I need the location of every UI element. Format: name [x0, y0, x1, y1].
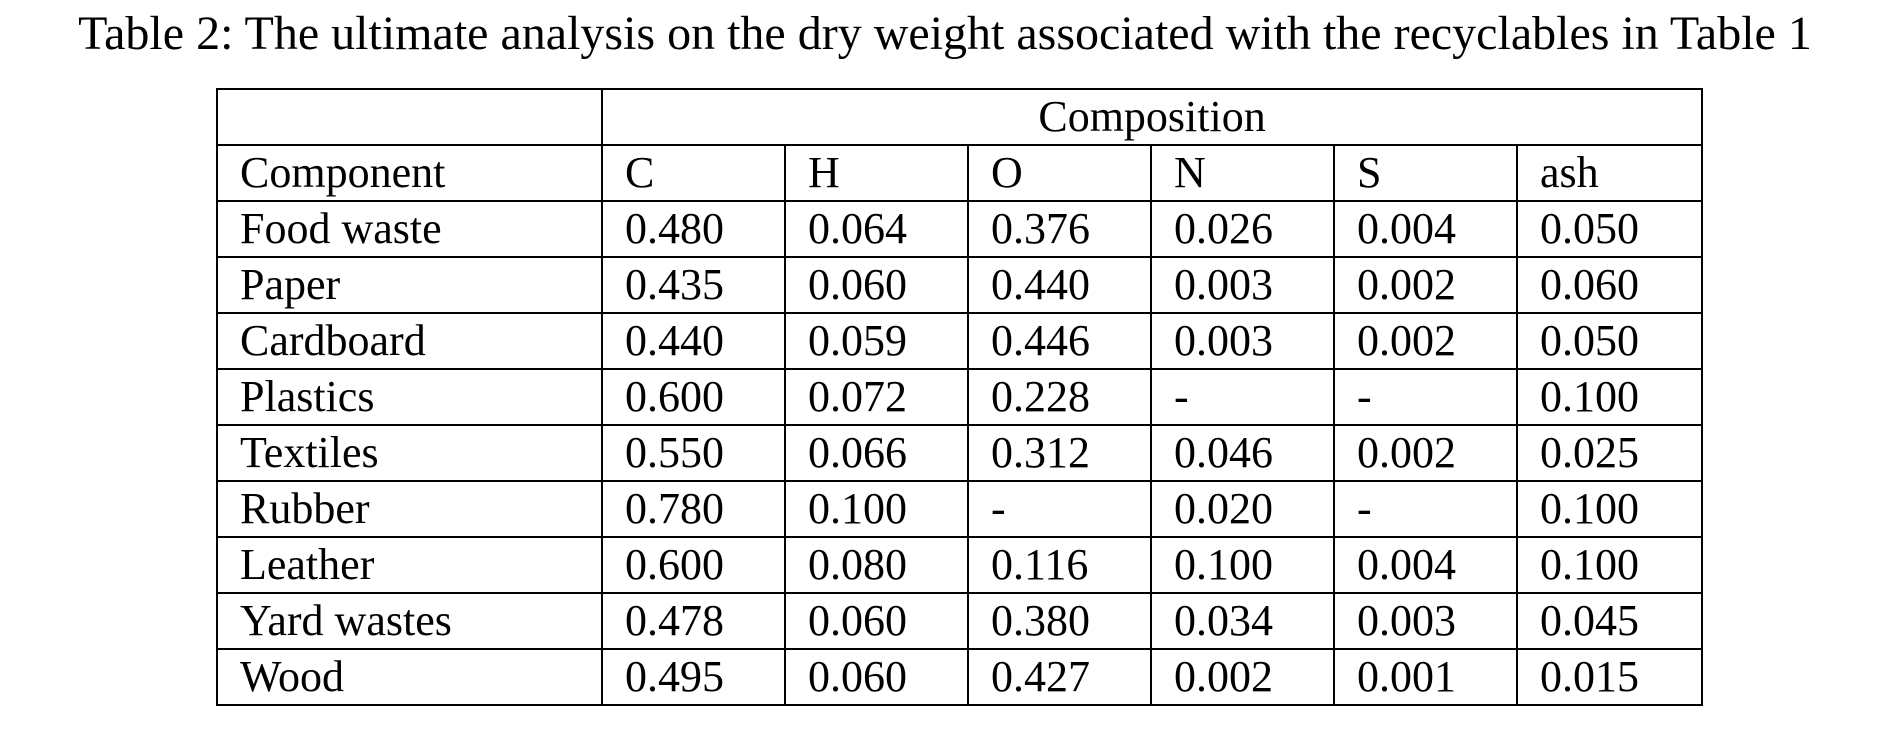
table-row: Paper 0.435 0.060 0.440 0.003 0.002 0.060	[216, 256, 1704, 314]
cell-h: 0.066	[784, 424, 969, 482]
cell-c: 0.550	[601, 424, 786, 482]
column-header-c: C	[601, 144, 786, 202]
cell-n: 0.020	[1150, 480, 1335, 538]
cell-component: Wood	[216, 648, 603, 706]
cell-s: -	[1333, 480, 1518, 538]
cell-h: 0.059	[784, 312, 969, 370]
cell-n: 0.003	[1150, 256, 1335, 314]
cell-ash: 0.045	[1515, 592, 1704, 650]
table-container: Composition Component C H O N S ash Food…	[216, 88, 1704, 706]
cell-component: Leather	[216, 536, 603, 594]
cell-ash: 0.050	[1515, 200, 1704, 258]
table-row: Cardboard 0.440 0.059 0.446 0.003 0.002 0.050	[216, 312, 1704, 370]
cell-component: Paper	[216, 256, 603, 314]
cell-h: 0.100	[784, 480, 969, 538]
cell-o: 0.228	[967, 368, 1152, 426]
cell-ash: 0.015	[1515, 648, 1704, 706]
table-caption: Table 2: The ultimate analysis on the dr…	[78, 7, 1812, 60]
cell-c: 0.440	[601, 312, 786, 370]
cell-ash: 0.025	[1515, 424, 1704, 482]
cell-o: 0.446	[967, 312, 1152, 370]
cell-c: 0.435	[601, 256, 786, 314]
cell-component: Food waste	[216, 200, 603, 258]
cell-o: 0.376	[967, 200, 1152, 258]
column-header-n: N	[1150, 144, 1335, 202]
cell-o: 0.440	[967, 256, 1152, 314]
column-header-row: Component C H O N S ash	[216, 144, 1704, 202]
cell-component: Rubber	[216, 480, 603, 538]
cell-ash: 0.100	[1515, 480, 1704, 538]
table-row: Yard wastes 0.478 0.060 0.380 0.034 0.003 0.04…	[216, 592, 1704, 650]
cell-h: 0.060	[784, 256, 969, 314]
cell-c: 0.478	[601, 592, 786, 650]
cell-component: Yard wastes	[216, 592, 603, 650]
table-row: Plastics 0.600 0.072 0.228- -0.100	[216, 368, 1704, 426]
cell-o: 0.116	[967, 536, 1152, 594]
cell-h: 0.072	[784, 368, 969, 426]
cell-n: -	[1150, 368, 1335, 426]
table-row: Leather 0.600 0.080 0.116 0.100 0.004 0.100	[216, 536, 1704, 594]
cell-s: 0.002	[1333, 256, 1518, 314]
cell-o: 0.380	[967, 592, 1152, 650]
table-body: Food waste 0.480 0.064 0.376 0.026 0.004 0.050…	[216, 200, 1704, 706]
cell-s: 0.003	[1333, 592, 1518, 650]
cell-h: 0.060	[784, 648, 969, 706]
column-header-ash: ash	[1515, 144, 1704, 202]
group-header-row: Composition	[216, 88, 1704, 146]
cell-c: 0.495	[601, 648, 786, 706]
cell-s: 0.002	[1333, 424, 1518, 482]
cell-component: Plastics	[216, 368, 603, 426]
cell-n: 0.034	[1150, 592, 1335, 650]
cell-ash: 0.100	[1515, 368, 1704, 426]
cell-s: 0.004	[1333, 536, 1518, 594]
cell-c: 0.600	[601, 368, 786, 426]
cell-s: 0.002	[1333, 312, 1518, 370]
cell-s: -	[1333, 368, 1518, 426]
cell-c: 0.780	[601, 480, 786, 538]
column-header-component: Component	[216, 144, 603, 202]
column-header-s: S	[1333, 144, 1518, 202]
cell-s: 0.004	[1333, 200, 1518, 258]
cell-n: 0.046	[1150, 424, 1335, 482]
cell-o: 0.427	[967, 648, 1152, 706]
cell-o: -	[967, 480, 1152, 538]
cell-n: 0.003	[1150, 312, 1335, 370]
cell-c: 0.600	[601, 536, 786, 594]
cell-ash: 0.060	[1515, 256, 1704, 314]
cell-component: Textiles	[216, 424, 603, 482]
cell-h: 0.064	[784, 200, 969, 258]
cell-n: 0.026	[1150, 200, 1335, 258]
table-row: Wood 0.495 0.060 0.427 0.002 0.001 0.015	[216, 648, 1704, 706]
cell-n: 0.002	[1150, 648, 1335, 706]
table-row: Textiles 0.550 0.066 0.312 0.046 0.002 0.025	[216, 424, 1704, 482]
cell-h: 0.060	[784, 592, 969, 650]
cell-c: 0.480	[601, 200, 786, 258]
composition-group-header: Composition	[600, 88, 1704, 146]
cell-o: 0.312	[967, 424, 1152, 482]
cell-h: 0.080	[784, 536, 969, 594]
composition-table: Composition Component C H O N S ash Food…	[216, 88, 1704, 706]
cell-s: 0.001	[1333, 648, 1518, 706]
cell-ash: 0.100	[1515, 536, 1704, 594]
table-row: Food waste 0.480 0.064 0.376 0.026 0.004 0.050	[216, 200, 1704, 258]
table-row: Rubber 0.780 0.100-0.020-0.100	[216, 480, 1704, 538]
header-empty-cell	[216, 88, 603, 146]
cell-n: 0.100	[1150, 536, 1335, 594]
column-header-h: H	[784, 144, 969, 202]
column-header-o: O	[967, 144, 1152, 202]
cell-component: Cardboard	[216, 312, 603, 370]
cell-ash: 0.050	[1515, 312, 1704, 370]
